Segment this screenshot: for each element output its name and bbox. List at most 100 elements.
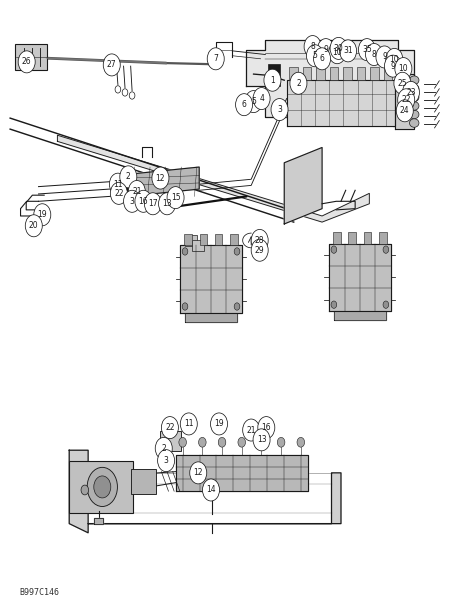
Circle shape (386, 48, 403, 70)
Circle shape (251, 229, 268, 251)
Circle shape (81, 485, 89, 495)
Text: 29: 29 (255, 246, 264, 255)
Text: 17: 17 (148, 199, 158, 208)
FancyBboxPatch shape (333, 232, 341, 243)
Circle shape (152, 167, 169, 189)
Circle shape (110, 182, 128, 204)
Circle shape (339, 40, 356, 62)
FancyBboxPatch shape (303, 67, 311, 80)
Text: 11: 11 (113, 180, 123, 189)
Circle shape (395, 58, 412, 80)
Circle shape (253, 429, 270, 451)
Circle shape (358, 39, 375, 61)
Circle shape (314, 48, 330, 70)
Circle shape (331, 301, 337, 308)
Text: 22: 22 (165, 423, 174, 432)
Circle shape (210, 413, 228, 435)
Circle shape (87, 467, 118, 506)
Polygon shape (334, 311, 386, 320)
Circle shape (218, 438, 226, 447)
Text: 14: 14 (206, 485, 216, 495)
Text: 12: 12 (155, 173, 165, 183)
Circle shape (120, 166, 137, 188)
Text: 2: 2 (296, 78, 301, 88)
Circle shape (258, 417, 275, 439)
Circle shape (402, 82, 419, 104)
Text: 24: 24 (400, 106, 410, 115)
Ellipse shape (410, 110, 419, 119)
Polygon shape (69, 450, 341, 533)
Circle shape (277, 438, 285, 447)
Text: 5: 5 (312, 51, 318, 60)
Polygon shape (94, 517, 103, 524)
Polygon shape (284, 148, 322, 224)
Circle shape (245, 91, 262, 113)
Circle shape (307, 45, 323, 67)
Text: 2: 2 (161, 444, 166, 453)
Text: 20: 20 (29, 221, 38, 230)
FancyBboxPatch shape (348, 232, 356, 243)
FancyBboxPatch shape (379, 232, 387, 243)
FancyBboxPatch shape (160, 431, 181, 451)
Circle shape (376, 46, 393, 68)
Circle shape (122, 89, 128, 96)
Circle shape (383, 246, 389, 253)
Circle shape (161, 417, 178, 439)
Circle shape (251, 239, 268, 261)
Ellipse shape (410, 119, 419, 128)
Polygon shape (128, 167, 199, 196)
FancyBboxPatch shape (290, 67, 298, 80)
Polygon shape (180, 245, 242, 313)
Circle shape (115, 86, 121, 93)
Circle shape (258, 438, 265, 447)
Text: 3: 3 (130, 197, 135, 206)
Text: 10: 10 (399, 64, 408, 73)
FancyBboxPatch shape (69, 460, 134, 513)
Polygon shape (57, 135, 369, 222)
FancyBboxPatch shape (200, 234, 207, 245)
Circle shape (202, 479, 219, 501)
Text: 1: 1 (270, 75, 275, 85)
Text: 23: 23 (406, 88, 416, 97)
Text: 21: 21 (132, 187, 142, 196)
FancyBboxPatch shape (15, 44, 47, 70)
Circle shape (167, 186, 184, 208)
FancyBboxPatch shape (192, 240, 204, 251)
FancyBboxPatch shape (268, 64, 281, 86)
Circle shape (290, 72, 307, 94)
Text: 5: 5 (251, 97, 256, 106)
Circle shape (331, 246, 337, 253)
Polygon shape (185, 313, 237, 322)
Circle shape (124, 190, 141, 212)
Circle shape (243, 419, 260, 441)
Text: 16: 16 (138, 197, 148, 206)
Circle shape (129, 92, 135, 99)
Circle shape (297, 438, 305, 447)
Text: 22: 22 (401, 95, 411, 104)
Text: 3: 3 (164, 456, 169, 465)
FancyBboxPatch shape (371, 67, 379, 80)
Circle shape (207, 48, 224, 70)
FancyBboxPatch shape (384, 67, 392, 80)
Circle shape (155, 438, 172, 459)
Ellipse shape (410, 102, 419, 110)
Circle shape (264, 69, 281, 91)
Polygon shape (175, 454, 308, 491)
Text: B997C146: B997C146 (19, 588, 60, 597)
Text: 26: 26 (22, 58, 31, 66)
Text: 11: 11 (184, 419, 193, 428)
Text: 27: 27 (107, 61, 117, 69)
Circle shape (236, 94, 253, 116)
Circle shape (145, 192, 161, 215)
FancyBboxPatch shape (317, 67, 325, 80)
Circle shape (180, 413, 197, 435)
Text: 15: 15 (171, 193, 181, 202)
Ellipse shape (410, 93, 419, 102)
Circle shape (365, 44, 383, 66)
Text: 19: 19 (214, 419, 224, 428)
Circle shape (384, 55, 401, 77)
Text: 28: 28 (255, 236, 264, 245)
Text: 13: 13 (257, 435, 266, 444)
Text: 21: 21 (246, 425, 256, 435)
Text: 35: 35 (362, 45, 372, 54)
